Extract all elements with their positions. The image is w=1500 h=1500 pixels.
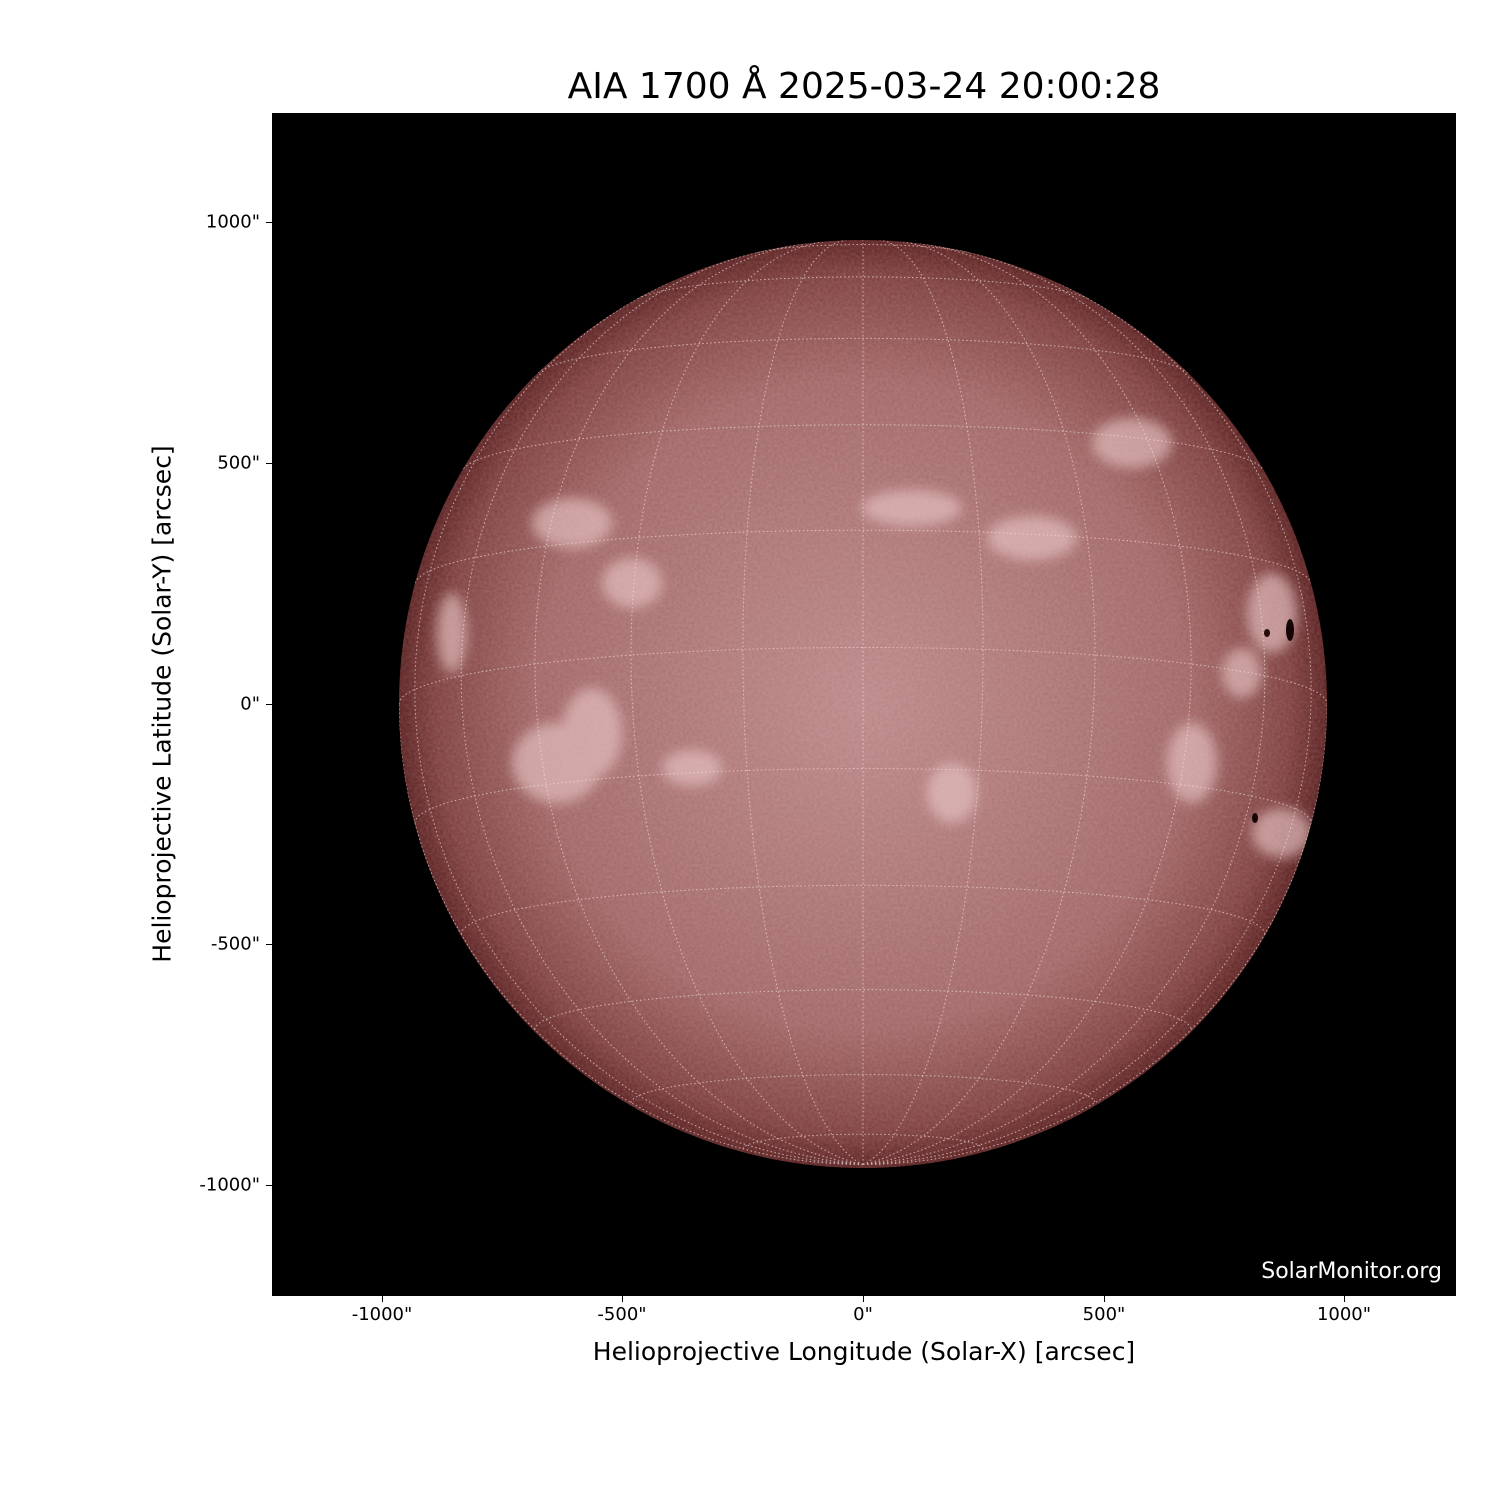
grid-line (630, 241, 864, 1165)
y-tick-mark (266, 944, 272, 945)
watermark: SolarMonitor.org (1261, 1259, 1442, 1284)
plage-patch (532, 498, 612, 548)
grid-line (862, 703, 1327, 1165)
plage-patch (1247, 573, 1297, 653)
x-tick-mark (863, 1296, 864, 1302)
grid-line (463, 424, 1263, 469)
grid-line (630, 1074, 1096, 1103)
y-tick-label: 1000" (205, 211, 260, 233)
plage-patch (562, 688, 622, 778)
x-tick-mark (1344, 1296, 1345, 1302)
plage-patch (1167, 723, 1217, 803)
plage-patch (927, 763, 977, 823)
x-tick-mark (382, 1296, 383, 1302)
sunspot (1286, 619, 1294, 641)
plage-patch (862, 490, 962, 526)
grid-line (862, 243, 1192, 1165)
grid-line (862, 241, 1096, 1165)
y-tick-mark (266, 222, 272, 223)
plage-patch (987, 516, 1077, 560)
y-tick-mark (266, 1185, 272, 1186)
x-axis-label: Helioprojective Longitude (Solar-X) [arc… (592, 1337, 1136, 1366)
plage-patch (437, 593, 467, 673)
x-tick-mark (622, 1296, 623, 1302)
plage-regions (437, 418, 1312, 858)
grid-line (414, 283, 864, 1165)
x-tick-label: 1000" (1316, 1304, 1372, 1325)
grid-line (862, 249, 1266, 1165)
y-tick-label: -500" (210, 933, 260, 955)
grid-line (399, 703, 864, 1165)
y-tick-mark (266, 463, 272, 464)
y-tick-mark (266, 704, 272, 705)
plage-patch (1222, 648, 1262, 698)
y-tick-label: -1000" (199, 1174, 260, 1196)
plage-patch (602, 558, 662, 608)
solar-image-axes: SolarMonitor.org (272, 113, 1456, 1296)
grid-line (862, 283, 1312, 1165)
plot-title: AIA 1700 Å 2025-03-24 20:00:28 (567, 66, 1161, 107)
grid-line (414, 529, 1312, 584)
plage-patch (662, 750, 722, 786)
x-tick-label: 500" (1082, 1304, 1126, 1325)
grid-line (534, 243, 864, 1165)
y-tick-label: 0" (240, 693, 260, 715)
grid-line (537, 337, 1189, 374)
x-tick-label: -500" (597, 1304, 647, 1325)
y-tick-label: 500" (217, 452, 260, 474)
sunspot (1264, 629, 1270, 637)
plage-patch (1252, 808, 1312, 858)
sunspot (1252, 813, 1258, 823)
plage-patch (1092, 418, 1172, 468)
x-tick-mark (1104, 1296, 1105, 1302)
x-tick-label: -1000" (351, 1304, 413, 1325)
x-tick-label: 0" (853, 1304, 873, 1325)
y-axis-label: Helioprojective Latitude (Solar-Y) [arcs… (147, 445, 177, 963)
grid-line (460, 249, 864, 1165)
solar-disk-image (399, 240, 1327, 1168)
heliographic-grid (399, 240, 1327, 1165)
grid-line (460, 884, 1266, 935)
